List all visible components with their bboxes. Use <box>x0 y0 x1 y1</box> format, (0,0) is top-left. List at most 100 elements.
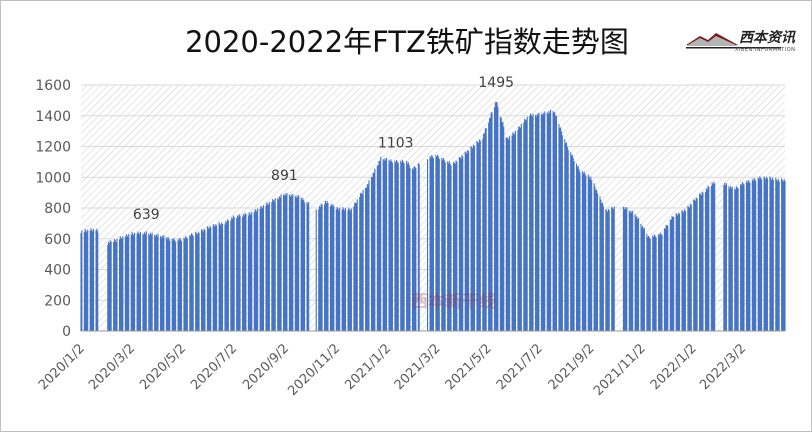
x-tick-label: 2021/5/2 <box>443 341 495 393</box>
bar <box>730 188 732 331</box>
bar <box>330 204 332 331</box>
bar <box>300 197 302 331</box>
bar <box>225 221 227 331</box>
bar <box>257 208 259 331</box>
bar <box>476 141 478 331</box>
bar <box>443 160 445 331</box>
bar <box>414 167 416 331</box>
bar <box>108 241 110 331</box>
bar <box>349 211 352 331</box>
bar <box>236 215 239 331</box>
x-tick-label: 2022/3/2 <box>697 341 749 393</box>
bar <box>283 194 285 331</box>
bar <box>366 184 368 331</box>
bar <box>483 133 486 331</box>
bar <box>251 211 253 331</box>
bar <box>535 116 537 331</box>
bar <box>747 179 749 331</box>
bar <box>303 200 305 331</box>
x-tick-label: 2021/1/2 <box>342 341 394 393</box>
bar <box>362 189 364 331</box>
bar-series <box>80 101 786 332</box>
bar <box>372 172 374 331</box>
bar <box>277 198 279 331</box>
bar <box>377 165 379 331</box>
bar <box>180 239 182 331</box>
bar <box>496 102 498 331</box>
bar <box>245 214 247 331</box>
bar <box>622 206 624 331</box>
bar <box>190 236 192 331</box>
bar <box>155 234 157 331</box>
bar <box>636 216 638 331</box>
bar <box>711 182 713 331</box>
bar <box>110 241 112 331</box>
bar <box>454 164 456 331</box>
bar <box>125 234 127 331</box>
bar <box>237 216 239 331</box>
bar <box>378 161 380 331</box>
bar <box>204 230 206 331</box>
bar <box>210 227 212 331</box>
bar <box>462 156 464 331</box>
bar <box>244 212 246 331</box>
x-tick-label: 2020/1/2 <box>36 341 88 393</box>
bar <box>273 201 275 331</box>
logo-name: 西本资讯 <box>739 30 795 46</box>
bar <box>406 163 409 331</box>
bar <box>308 202 310 331</box>
bar <box>612 209 614 331</box>
bar <box>503 126 505 331</box>
bar <box>191 234 193 331</box>
bar <box>448 161 450 331</box>
bar <box>560 127 562 331</box>
bar <box>777 179 779 331</box>
bar <box>321 204 323 331</box>
bar <box>483 133 485 331</box>
bar <box>324 200 326 331</box>
bar <box>565 142 568 331</box>
bar <box>272 200 275 331</box>
bar <box>552 111 554 331</box>
bar <box>465 152 467 331</box>
bar <box>319 206 321 331</box>
bar <box>296 195 298 331</box>
bar <box>531 116 533 332</box>
bar <box>329 206 332 331</box>
bar <box>173 238 175 331</box>
bar <box>407 162 409 331</box>
bar <box>665 224 667 331</box>
bar <box>577 165 579 331</box>
bar <box>493 107 496 331</box>
bar <box>637 218 640 331</box>
bar <box>279 197 281 331</box>
bar <box>380 156 382 331</box>
bar <box>325 203 327 331</box>
bar <box>593 183 595 331</box>
bar <box>776 179 778 331</box>
bar <box>162 237 164 331</box>
bar <box>209 225 211 331</box>
bar <box>390 159 392 331</box>
y-tick-label: 1200 <box>35 140 71 156</box>
bar <box>482 138 484 331</box>
bar <box>626 207 628 331</box>
bar <box>144 233 147 331</box>
bar <box>139 232 141 331</box>
bar <box>124 237 126 331</box>
bar <box>442 157 445 331</box>
bar <box>444 162 446 331</box>
bar <box>663 228 666 331</box>
bar <box>667 225 669 331</box>
logo-subtitle: XIBEN INFORMATION <box>735 47 796 53</box>
bar <box>267 203 269 331</box>
bar <box>775 177 777 331</box>
bar <box>349 209 351 331</box>
bar <box>688 206 690 331</box>
bar <box>344 210 346 331</box>
bar <box>600 199 602 331</box>
bar <box>590 176 592 331</box>
bar <box>753 177 755 331</box>
bar <box>326 200 328 331</box>
bar <box>274 198 276 331</box>
